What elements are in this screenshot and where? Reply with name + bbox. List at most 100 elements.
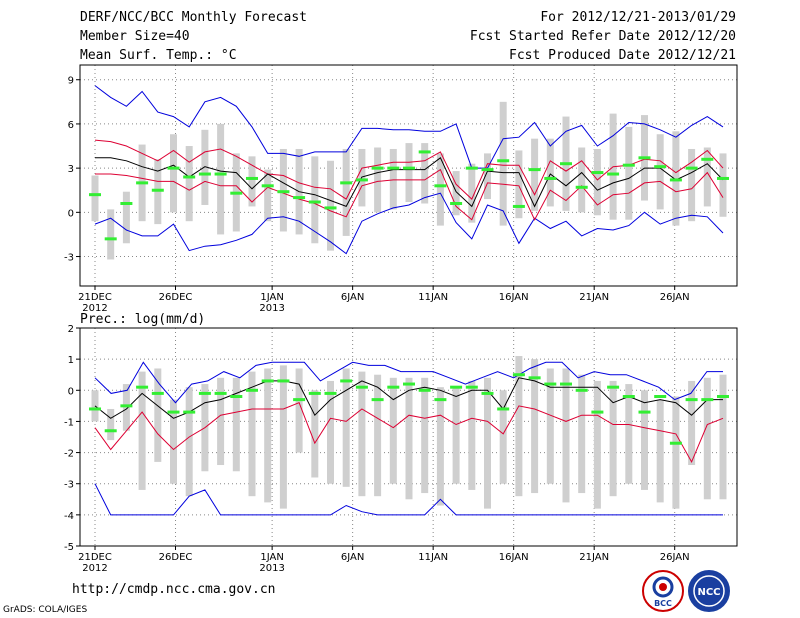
ensemble-box	[107, 209, 115, 260]
ensemble-box	[703, 147, 711, 207]
x-tick-label: 26DEC	[159, 292, 193, 303]
produced-date: Fcst Produced Date 2012/12/21	[509, 48, 736, 63]
ensemble-box	[311, 390, 319, 478]
p90-line	[94, 402, 724, 464]
ensemble-box	[468, 163, 476, 223]
observed-marker	[638, 410, 651, 414]
observed-marker	[717, 176, 729, 180]
observed-marker	[654, 395, 667, 399]
chart-title: DERF/NCC/BCC Monthly Forecast	[80, 10, 307, 25]
observed-marker	[497, 159, 510, 163]
ensemble-box	[578, 374, 586, 494]
observed-marker	[120, 201, 133, 205]
observed-marker	[324, 391, 337, 395]
observed-marker	[136, 385, 149, 389]
x-tick-label: 16JAN	[499, 552, 529, 563]
observed-marker	[387, 166, 400, 170]
y-tick-label: 3	[68, 164, 74, 175]
ncc-logo: NCC	[688, 570, 730, 612]
observed-marker	[403, 166, 415, 170]
ensemble-box	[170, 134, 177, 213]
ensemble-box	[217, 377, 225, 466]
ncc-logo-text: NCC	[697, 587, 720, 598]
ensemble-box	[436, 387, 444, 506]
start-date: Fcst Started Refer Date 2012/12/20	[469, 29, 736, 44]
observed-marker	[622, 163, 635, 167]
ensemble-box	[672, 396, 680, 509]
observed-marker	[120, 404, 133, 408]
ensemble-box	[107, 408, 115, 441]
observed-marker	[293, 196, 306, 200]
y-tick-label: 9	[68, 76, 74, 87]
x-tick-label: 26DEC	[159, 552, 193, 563]
ensemble-box	[688, 148, 696, 222]
variable-label: Mean Surf. Temp.: °C	[80, 48, 237, 63]
ensemble-box	[185, 387, 193, 497]
ensemble-box	[327, 380, 334, 484]
observed-marker	[465, 166, 478, 170]
x-tick-year: 2012	[82, 303, 107, 314]
ensemble-box	[641, 390, 648, 490]
observed-marker	[450, 201, 463, 205]
x-tick-label: 11JAN	[418, 292, 448, 303]
observed-marker	[89, 407, 101, 411]
x-tick-label: 26JAN	[660, 292, 690, 303]
observed-marker	[198, 172, 211, 176]
observed-marker	[607, 172, 620, 176]
observed-marker	[246, 388, 258, 392]
y-tick-label: -4	[64, 511, 74, 522]
observed-marker	[465, 385, 478, 389]
ensemble-box	[656, 134, 664, 210]
member-size: Member Size=40	[80, 29, 190, 44]
observed-marker	[371, 166, 384, 170]
observed-marker	[685, 166, 698, 170]
observed-marker	[277, 379, 290, 383]
x-tick-label: 11JAN	[418, 552, 448, 563]
source-url[interactable]: http://cmdp.ncc.cma.gov.cn	[72, 582, 276, 597]
x-tick-label: 6JAN	[341, 552, 364, 563]
y-tick-label: -5	[64, 542, 74, 553]
observed-marker	[214, 391, 227, 395]
observed-marker	[638, 156, 651, 160]
ensemble-box	[625, 126, 633, 220]
observed-marker	[481, 168, 494, 172]
ensemble-box	[499, 101, 507, 226]
observed-marker	[607, 385, 620, 389]
ensemble-box	[122, 384, 130, 431]
p90-line	[94, 139, 724, 200]
ensemble-box	[279, 365, 287, 509]
ensemble-box	[374, 147, 382, 213]
ensemble-box	[703, 377, 711, 500]
bcc-logo-text: BCC	[654, 599, 672, 608]
observed-marker	[183, 175, 196, 179]
ensemble-box	[91, 390, 99, 422]
ensemble-box	[358, 371, 366, 497]
ensemble-box	[389, 377, 397, 484]
observed-marker	[261, 184, 274, 188]
y-tick-label: 0	[68, 208, 74, 219]
x-tick-year: 2012	[82, 563, 107, 574]
x-tick-label: 21JAN	[579, 552, 609, 563]
observed-marker	[544, 382, 557, 386]
observed-marker	[151, 391, 164, 395]
observed-marker	[104, 237, 117, 241]
observed-marker	[151, 188, 164, 192]
x-tick-label: 21DEC	[78, 292, 112, 303]
ensemble-box	[122, 191, 130, 244]
observed-marker	[669, 178, 682, 182]
observed-marker	[622, 395, 635, 399]
observed-marker	[512, 373, 525, 377]
ensemble-box	[201, 129, 209, 205]
observed-marker	[308, 200, 321, 204]
ensemble-box	[546, 138, 554, 207]
panel-title: Prec.: log(mm/d)	[80, 312, 205, 327]
ensemble-box	[91, 175, 99, 222]
ensemble-box	[484, 377, 491, 509]
observed-marker	[701, 398, 714, 402]
observed-marker	[591, 171, 604, 175]
observed-marker	[167, 410, 180, 414]
ensemble-box	[185, 146, 193, 222]
observed-marker	[560, 382, 572, 386]
ensemble-box	[562, 368, 570, 503]
x-tick-label: 26JAN	[660, 552, 690, 563]
